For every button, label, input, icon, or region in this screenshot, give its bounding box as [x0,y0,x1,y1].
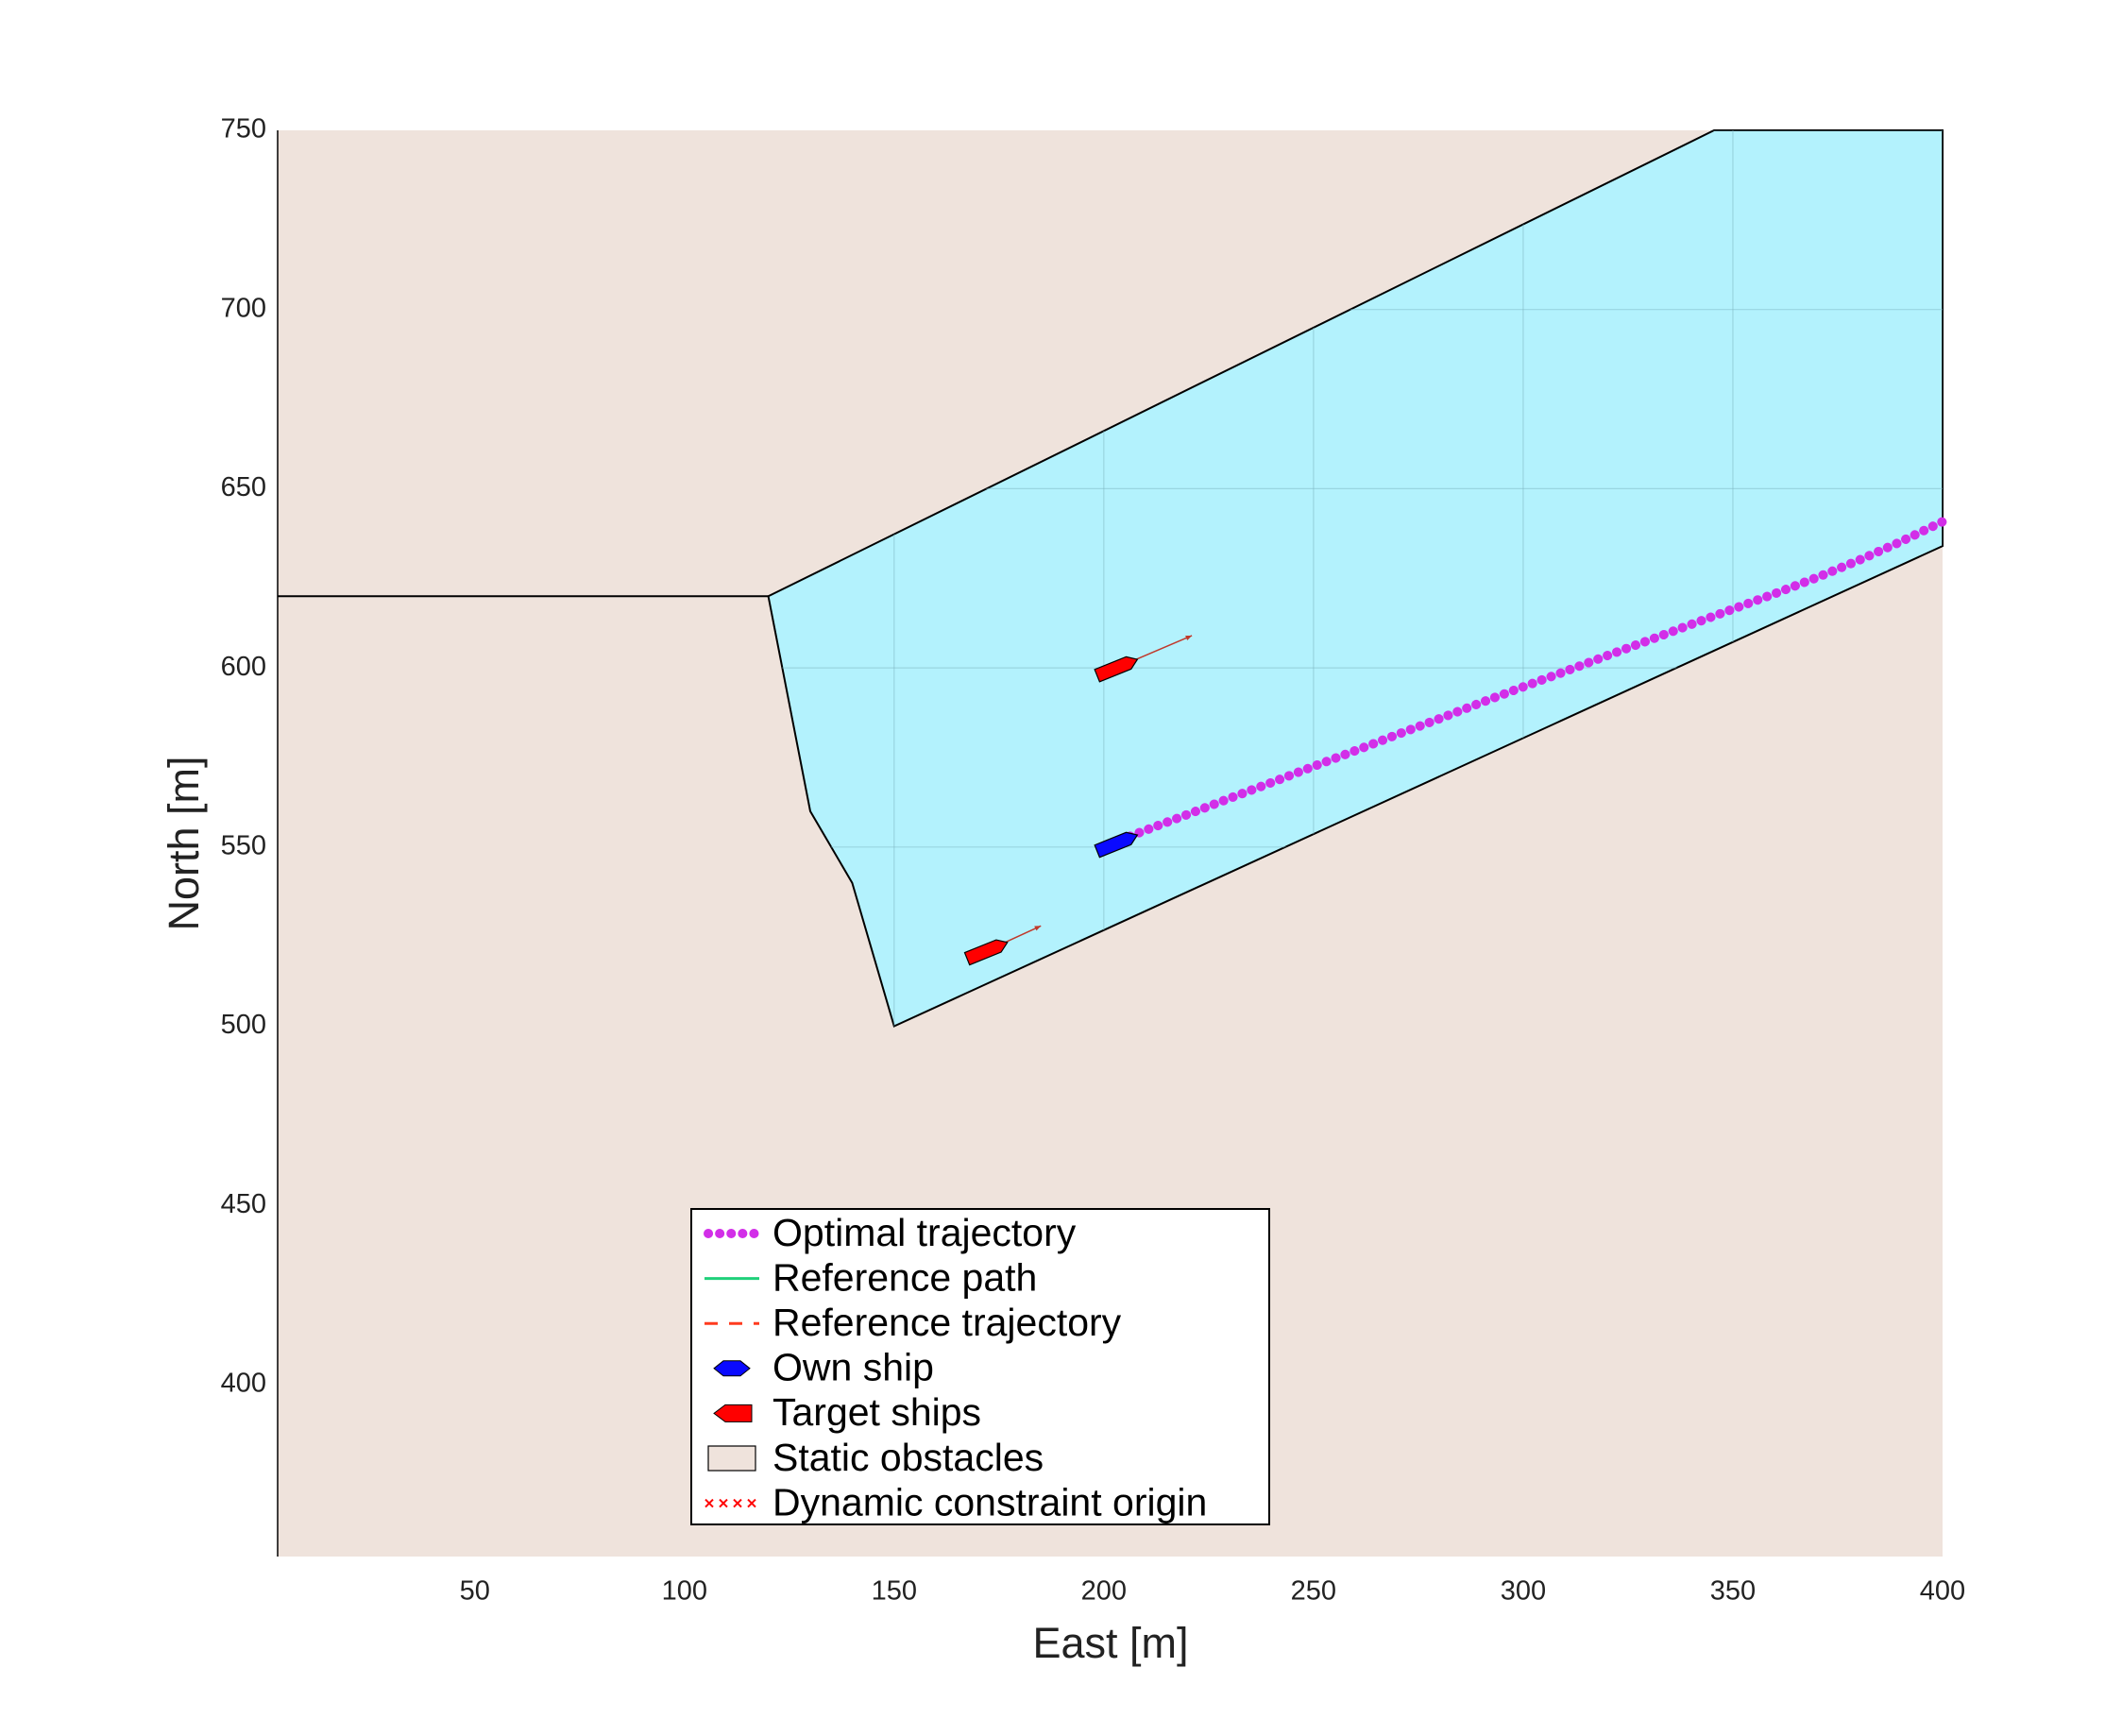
x-axis-label: East [m] [1032,1619,1188,1667]
y-tick-label: 550 [221,830,266,860]
legend-label: Target ships [772,1390,981,1434]
optimal-trajectory [1115,517,1947,845]
x-tick-label: 100 [662,1576,707,1607]
legend-label: Own ship [772,1346,934,1389]
legend-label: Static obstacles [772,1436,1044,1479]
legend-label: Reference path [772,1255,1037,1299]
x-tick-label: 350 [1710,1576,1756,1607]
x-tick-label: 200 [1081,1576,1127,1607]
legend-symbol [705,1498,714,1508]
legend-label: Dynamic constraint origin [772,1480,1207,1523]
y-tick-label: 700 [221,293,266,323]
x-tick-label: 250 [1291,1576,1336,1607]
x-tick-label: 50 [460,1576,490,1607]
target-ship [1094,655,1139,683]
legend-symbol [733,1498,742,1508]
y-tick-label: 500 [221,1010,266,1040]
y-tick-label: 650 [221,472,266,502]
arrow-head [1034,926,1042,931]
x-tick-label: 150 [872,1576,917,1607]
y-tick-label: 750 [221,114,266,145]
x-tick-label: 300 [1501,1576,1546,1607]
y-tick-label: 600 [221,652,266,682]
legend-symbol [747,1498,756,1508]
y-tick-label: 450 [221,1189,266,1219]
legend-symbol [713,1360,751,1377]
legend-label: Reference trajectory [772,1301,1122,1344]
legend-symbol [719,1498,728,1508]
own-ship [1094,831,1139,859]
legend-box [690,1208,1270,1525]
legend-symbol [707,1445,756,1472]
target-ship [963,939,1009,966]
legend-label: Optimal trajectory [772,1211,1077,1254]
x-tick-label: 400 [1920,1576,1965,1607]
y-axis-label: North [m] [160,756,208,930]
arrow-head [1185,635,1193,640]
y-tick-label: 400 [221,1369,266,1399]
legend-symbol [713,1404,753,1422]
